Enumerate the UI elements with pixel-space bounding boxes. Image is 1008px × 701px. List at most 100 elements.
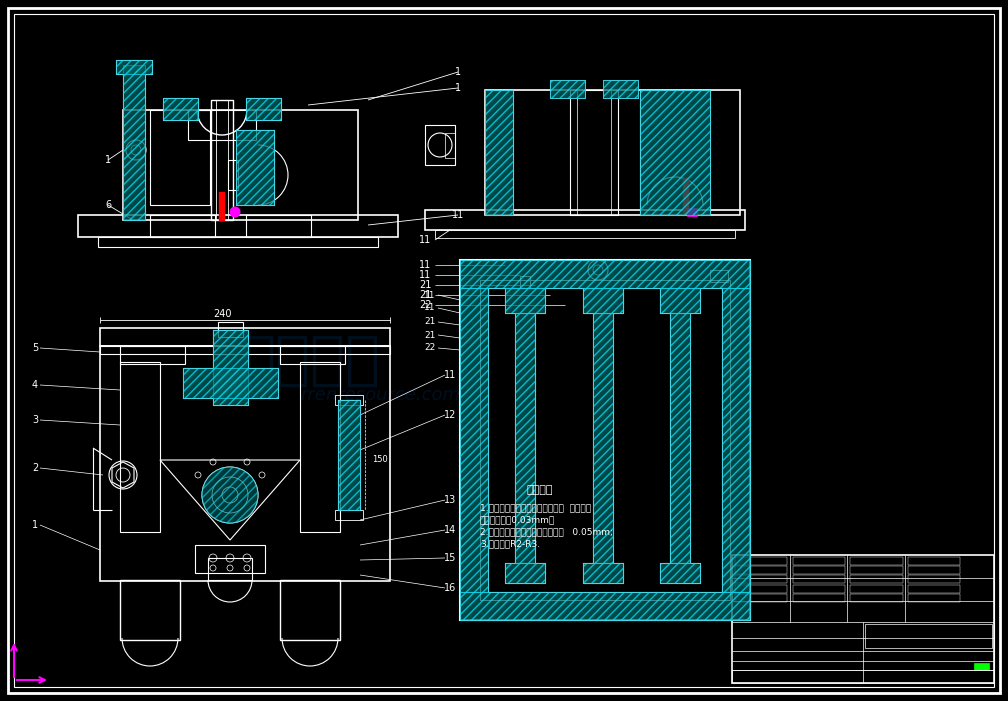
Text: 240: 240: [213, 309, 231, 319]
Bar: [120, 346, 185, 364]
Bar: [228, 160, 238, 190]
Bar: [120, 362, 160, 532]
Bar: [851, 557, 903, 565]
Bar: [865, 624, 992, 648]
Bar: [515, 313, 535, 563]
Text: 21: 21: [418, 280, 431, 290]
Bar: [480, 280, 730, 600]
Bar: [593, 313, 613, 563]
Bar: [163, 98, 198, 120]
Bar: [583, 288, 623, 313]
Bar: [460, 288, 488, 592]
Text: 11: 11: [419, 260, 431, 270]
Bar: [460, 288, 488, 592]
Bar: [211, 100, 233, 220]
Text: 11: 11: [419, 235, 431, 245]
Bar: [445, 133, 455, 158]
Bar: [908, 594, 961, 602]
Bar: [583, 563, 623, 583]
Bar: [338, 400, 360, 510]
Text: 6: 6: [105, 200, 111, 210]
Bar: [640, 90, 710, 215]
Bar: [687, 208, 697, 216]
Bar: [98, 237, 378, 247]
Bar: [735, 557, 787, 565]
Text: 2.三个钻套中心孔距误差不能大于   0.05mm;: 2.三个钻套中心孔距误差不能大于 0.05mm;: [480, 527, 613, 536]
Bar: [195, 545, 265, 573]
Bar: [792, 585, 845, 592]
Bar: [100, 328, 390, 346]
Bar: [735, 585, 787, 592]
Bar: [593, 313, 613, 563]
Bar: [236, 130, 274, 205]
Text: 1: 1: [32, 520, 38, 530]
Bar: [603, 80, 638, 98]
Bar: [603, 80, 638, 98]
Bar: [163, 98, 198, 120]
Bar: [218, 322, 243, 337]
Bar: [908, 566, 961, 574]
Bar: [908, 576, 961, 583]
Bar: [851, 585, 903, 592]
Bar: [460, 260, 750, 288]
Text: 21: 21: [424, 330, 435, 339]
Text: rrenresource.com: rrenresource.com: [300, 386, 460, 404]
Bar: [116, 60, 152, 74]
Bar: [735, 566, 787, 574]
Bar: [570, 90, 618, 215]
Bar: [183, 368, 278, 398]
Bar: [485, 90, 513, 215]
Bar: [338, 400, 360, 510]
Bar: [851, 566, 903, 574]
Bar: [100, 346, 390, 354]
Text: 1: 1: [105, 155, 111, 165]
Text: 11: 11: [444, 370, 457, 380]
Bar: [123, 65, 145, 220]
Bar: [792, 566, 845, 574]
Bar: [246, 215, 311, 237]
Bar: [120, 580, 180, 640]
Bar: [485, 90, 513, 215]
Bar: [722, 288, 750, 592]
Bar: [246, 98, 281, 120]
Bar: [300, 362, 340, 532]
Text: 3.未注图角R2-R3.: 3.未注图角R2-R3.: [480, 540, 540, 548]
Text: 1: 1: [455, 83, 461, 93]
Bar: [425, 125, 455, 165]
Text: 人人素材: 人人素材: [240, 332, 380, 388]
Bar: [851, 594, 903, 602]
Bar: [670, 313, 690, 563]
Bar: [236, 130, 274, 205]
Bar: [505, 563, 545, 583]
Bar: [425, 210, 745, 230]
Text: 直度不能大于0.03mm；: 直度不能大于0.03mm；: [480, 515, 555, 524]
Bar: [123, 65, 145, 220]
Bar: [550, 80, 585, 98]
Bar: [792, 576, 845, 583]
Bar: [505, 288, 545, 313]
Text: 1.三个钻套的轴线与夹具体的相面  垂直度垂: 1.三个钻套的轴线与夹具体的相面 垂直度垂: [480, 503, 591, 512]
Bar: [670, 313, 690, 563]
Circle shape: [202, 467, 258, 523]
Bar: [505, 563, 545, 583]
Bar: [78, 215, 398, 237]
Bar: [520, 276, 530, 288]
Bar: [208, 558, 252, 580]
Bar: [280, 580, 340, 640]
Bar: [123, 110, 358, 220]
Bar: [660, 288, 700, 313]
Bar: [460, 260, 750, 288]
Bar: [908, 557, 961, 565]
Bar: [640, 90, 710, 215]
Bar: [280, 346, 345, 364]
Text: 11: 11: [452, 210, 464, 220]
Bar: [100, 346, 390, 581]
Bar: [583, 288, 623, 313]
Bar: [460, 592, 750, 620]
Bar: [732, 670, 994, 683]
Text: 14: 14: [444, 525, 457, 535]
Text: 5: 5: [32, 343, 38, 353]
Text: 11: 11: [424, 290, 435, 299]
Text: 1: 1: [455, 67, 461, 77]
Bar: [660, 563, 700, 583]
